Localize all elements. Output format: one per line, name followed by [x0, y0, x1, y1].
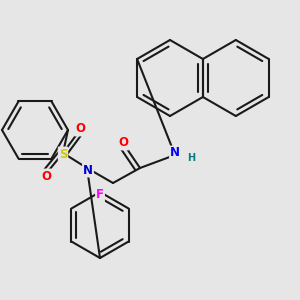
- Text: N: N: [170, 146, 180, 160]
- Text: O: O: [41, 169, 51, 182]
- Text: O: O: [118, 136, 128, 149]
- Text: O: O: [75, 122, 85, 136]
- Text: S: S: [59, 148, 67, 160]
- Text: H: H: [187, 153, 195, 163]
- Text: F: F: [96, 188, 104, 202]
- Text: N: N: [83, 164, 93, 176]
